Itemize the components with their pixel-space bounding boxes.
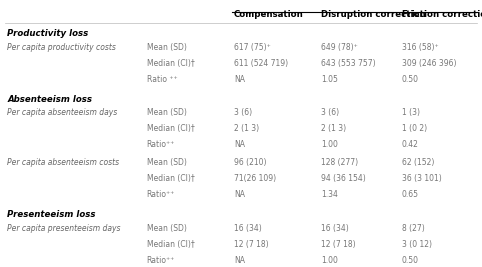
Text: 16 (34): 16 (34) — [234, 224, 262, 233]
Text: Mean (SD): Mean (SD) — [147, 43, 187, 52]
Text: Productivity loss: Productivity loss — [7, 29, 88, 38]
Text: Median (CI)†: Median (CI)† — [147, 59, 194, 68]
Text: Mean (SD): Mean (SD) — [147, 158, 187, 167]
Text: Absenteeism loss: Absenteeism loss — [7, 95, 92, 104]
Text: Median (CI)†: Median (CI)† — [147, 124, 194, 133]
Text: 96 (210): 96 (210) — [234, 158, 267, 167]
Text: 2 (1 3): 2 (1 3) — [234, 124, 259, 133]
Text: 128 (277): 128 (277) — [321, 158, 359, 167]
Text: 643 (553 757): 643 (553 757) — [321, 59, 376, 68]
Text: Per capita presenteeism days: Per capita presenteeism days — [7, 224, 120, 233]
Text: 0.50: 0.50 — [402, 256, 418, 265]
Text: Mean (SD): Mean (SD) — [147, 224, 187, 233]
Text: 0.42: 0.42 — [402, 140, 418, 149]
Text: 1.34: 1.34 — [321, 190, 338, 199]
Text: Per capita absenteeism costs: Per capita absenteeism costs — [7, 158, 120, 167]
Text: Mean (SD): Mean (SD) — [147, 108, 187, 117]
Text: Disruption correction: Disruption correction — [321, 10, 426, 19]
Text: Ratio⁺⁺: Ratio⁺⁺ — [147, 256, 175, 265]
Text: 3 (6): 3 (6) — [321, 108, 339, 117]
Text: Per capita productivity costs: Per capita productivity costs — [7, 43, 116, 52]
Text: 0.65: 0.65 — [402, 190, 418, 199]
Text: 12 (7 18): 12 (7 18) — [234, 240, 268, 249]
Text: NA: NA — [234, 140, 245, 149]
Text: 1.00: 1.00 — [321, 140, 338, 149]
Text: Ratio⁺⁺: Ratio⁺⁺ — [147, 140, 175, 149]
Text: 0.50: 0.50 — [402, 74, 418, 84]
Text: Friction correction: Friction correction — [402, 10, 482, 19]
Text: 2 (1 3): 2 (1 3) — [321, 124, 347, 133]
Text: NA: NA — [234, 190, 245, 199]
Text: 16 (34): 16 (34) — [321, 224, 349, 233]
Text: 316 (58)⁺: 316 (58)⁺ — [402, 43, 438, 52]
Text: 617 (75)⁺: 617 (75)⁺ — [234, 43, 271, 52]
Text: 649 (78)⁺: 649 (78)⁺ — [321, 43, 358, 52]
Text: 94 (36 154): 94 (36 154) — [321, 174, 366, 183]
Text: 8 (27): 8 (27) — [402, 224, 424, 233]
Text: Per capita absenteeism days: Per capita absenteeism days — [7, 108, 118, 117]
Text: NA: NA — [234, 256, 245, 265]
Text: 36 (3 101): 36 (3 101) — [402, 174, 442, 183]
Text: NA: NA — [234, 74, 245, 84]
Text: Median (CI)†: Median (CI)† — [147, 240, 194, 249]
Text: Compensation: Compensation — [234, 10, 304, 19]
Text: Presenteeism loss: Presenteeism loss — [7, 210, 96, 219]
Text: Ratio ⁺⁺: Ratio ⁺⁺ — [147, 74, 177, 84]
Text: Median (CI)†: Median (CI)† — [147, 174, 194, 183]
Text: 309 (246 396): 309 (246 396) — [402, 59, 456, 68]
Text: 3 (0 12): 3 (0 12) — [402, 240, 431, 249]
Text: 611 (524 719): 611 (524 719) — [234, 59, 288, 68]
Text: 3 (6): 3 (6) — [234, 108, 252, 117]
Text: 1.05: 1.05 — [321, 74, 338, 84]
Text: 12 (7 18): 12 (7 18) — [321, 240, 356, 249]
Text: 71(26 109): 71(26 109) — [234, 174, 276, 183]
Text: 1 (0 2): 1 (0 2) — [402, 124, 427, 133]
Text: Ratio⁺⁺: Ratio⁺⁺ — [147, 190, 175, 199]
Text: 1 (3): 1 (3) — [402, 108, 420, 117]
Text: 1.00: 1.00 — [321, 256, 338, 265]
Text: 62 (152): 62 (152) — [402, 158, 434, 167]
